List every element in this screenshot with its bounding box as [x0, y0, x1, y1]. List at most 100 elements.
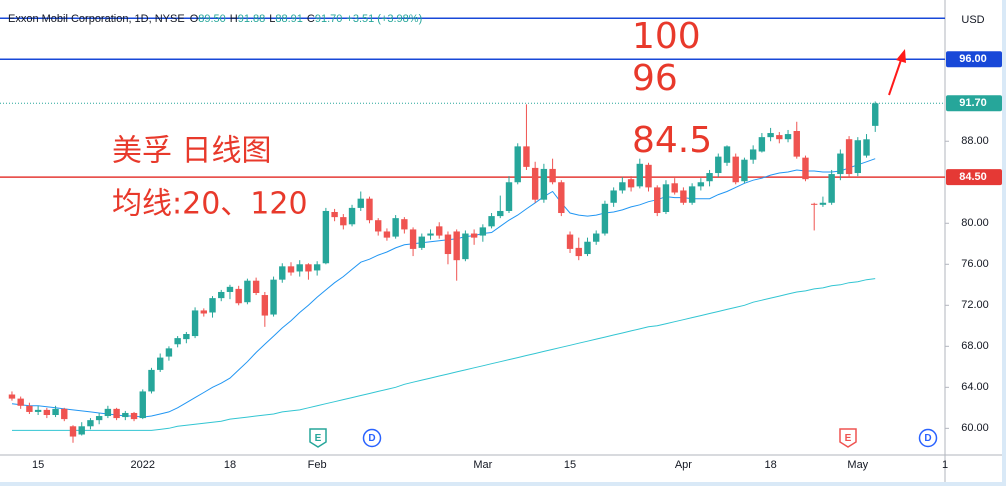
candle-body	[104, 408, 112, 417]
candle-body	[26, 405, 33, 412]
annotation: 美孚 日线图	[112, 134, 272, 169]
candle-body	[619, 182, 626, 191]
candle-body	[165, 348, 173, 357]
candle-body	[784, 134, 792, 140]
annotation: 100	[632, 16, 701, 57]
candle-body	[793, 130, 800, 157]
event-badge	[309, 428, 327, 448]
candle-body	[331, 211, 338, 218]
candle-body	[436, 226, 443, 236]
candle-body	[540, 168, 548, 200]
event-badge	[839, 428, 857, 448]
candle-body	[34, 409, 42, 412]
candle-body	[497, 210, 504, 217]
candle-body	[662, 184, 670, 212]
candle-body	[688, 186, 696, 203]
candle-body	[593, 233, 600, 242]
candle-body	[654, 187, 661, 214]
earnings-event[interactable]: E	[309, 428, 327, 448]
dividend-event[interactable]: D	[362, 428, 382, 448]
candle-body	[514, 146, 521, 183]
header-text: Exxon Mobil Corporation, 1D, NYSE	[8, 13, 185, 25]
candle-body	[122, 412, 129, 418]
earnings-event[interactable]: E	[839, 428, 857, 448]
x-tick-label: 15	[564, 459, 576, 471]
level-label-box	[946, 169, 1002, 186]
candle-body	[723, 146, 731, 163]
candle-body	[244, 280, 251, 303]
header-text: O	[190, 13, 199, 25]
header-text: 88.91	[275, 13, 303, 25]
candle-body	[261, 295, 269, 316]
event-badge	[362, 428, 382, 448]
header-text: C	[307, 13, 315, 25]
candle-body	[627, 179, 635, 188]
y-tick-label: 88.00	[961, 135, 989, 147]
candle-body	[470, 233, 478, 238]
annotation: 84.5	[632, 120, 712, 161]
candle-body	[61, 408, 68, 420]
candle-body	[732, 156, 739, 183]
x-tick-label: Apr	[675, 459, 692, 471]
candle-body	[148, 369, 155, 392]
candle-body	[17, 398, 24, 406]
arrow-shaft	[888, 59, 902, 96]
candle-body	[305, 264, 312, 272]
candle-body	[52, 408, 59, 416]
candle-body	[87, 420, 94, 427]
candle-body	[479, 227, 487, 236]
header-text: +3.51 (+3.98%)	[346, 13, 422, 25]
candle-body	[340, 217, 347, 226]
candle-body	[348, 207, 356, 225]
x-tick-label: Mar	[473, 459, 492, 471]
candle-body	[453, 231, 460, 261]
candle-body	[366, 198, 373, 221]
event-label: D	[368, 433, 375, 444]
candle-body	[69, 426, 77, 437]
level-label-box	[946, 51, 1002, 68]
candle-body	[636, 163, 643, 187]
candle-body	[837, 153, 844, 175]
candle-body	[680, 190, 687, 203]
candle-body	[767, 133, 774, 138]
y-tick-label: 76.00	[961, 258, 989, 270]
candle-body	[845, 139, 853, 175]
candle-body	[43, 409, 51, 416]
candle-body	[488, 216, 495, 227]
candle-body	[113, 408, 120, 419]
candle-body	[226, 286, 234, 292]
candle-body	[139, 391, 146, 419]
candle-body	[95, 416, 103, 421]
x-tick-label: Feb	[308, 459, 327, 471]
candle-body	[601, 203, 609, 234]
candle-body	[418, 236, 425, 248]
candle-body	[462, 233, 469, 260]
chart-header: Exxon Mobil Corporation, 1D, NYSE O89.50 H…	[8, 13, 422, 25]
header-text: H	[230, 13, 238, 25]
candle-body	[776, 135, 783, 140]
candle-body	[200, 310, 207, 314]
candle-body	[209, 298, 216, 313]
candle-body	[558, 182, 565, 214]
candle-body	[697, 182, 705, 187]
x-tick-label: 2022	[131, 459, 155, 471]
candle-body	[566, 234, 574, 249]
currency-label: USD	[961, 14, 984, 26]
header-text: L	[269, 13, 275, 25]
event-label: E	[315, 433, 322, 444]
candle-body	[322, 210, 330, 264]
dividend-event[interactable]: D	[918, 428, 938, 448]
annotation: 96	[632, 58, 678, 99]
y-tick-label: 60.00	[961, 422, 989, 434]
plot-area	[0, 17, 945, 443]
candle-body	[549, 168, 556, 183]
candle-body	[313, 264, 321, 271]
candle-body	[383, 231, 391, 238]
candle-body	[191, 310, 199, 337]
event-label: D	[924, 433, 931, 444]
candle-body	[671, 183, 678, 193]
event-label: E	[845, 433, 852, 444]
candle-body	[270, 279, 277, 315]
candle-body	[392, 218, 399, 237]
